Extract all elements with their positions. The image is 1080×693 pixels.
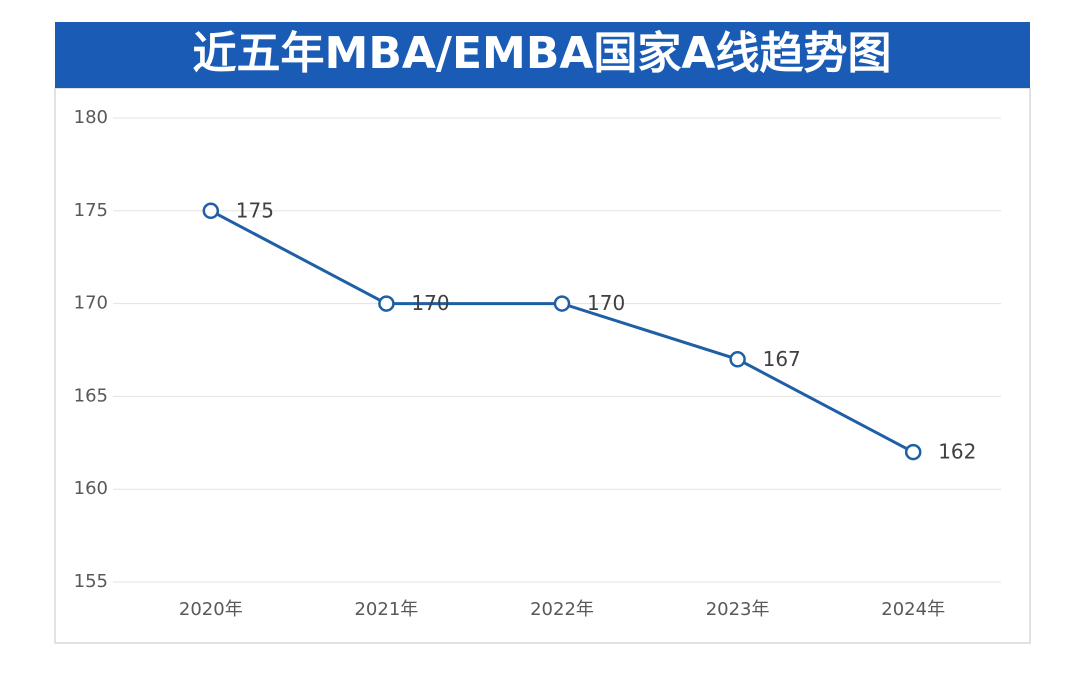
data-point: [553, 295, 571, 312]
x-tick-label: 2022年: [530, 599, 594, 620]
x-tick-label: 2024年: [881, 599, 945, 620]
x-tick-label: 2023年: [706, 599, 770, 620]
chart-title: 近五年MBA/EMBA国家A线趋势图: [193, 28, 892, 79]
y-tick-label: 160: [74, 478, 108, 499]
data-point: [202, 202, 220, 220]
x-tick-label: 2020年: [179, 599, 243, 620]
y-tick-label: 165: [74, 385, 108, 406]
y-tick-label: 170: [74, 293, 108, 314]
data-label: 170: [587, 291, 625, 315]
data-label: 170: [411, 291, 449, 315]
title-banner: [55, 22, 1030, 88]
data-label: 175: [236, 198, 274, 222]
data-point: [729, 351, 746, 368]
data-label: 162: [938, 440, 976, 464]
y-tick-label: 155: [74, 571, 108, 592]
y-tick-label: 175: [74, 200, 108, 221]
x-tick-label: 2021年: [354, 599, 418, 620]
data-point: [904, 443, 922, 461]
y-tick-label: 180: [74, 107, 108, 128]
data-label: 167: [763, 347, 801, 371]
plot-frame: [54, 87, 1031, 644]
data-point: [378, 295, 395, 312]
